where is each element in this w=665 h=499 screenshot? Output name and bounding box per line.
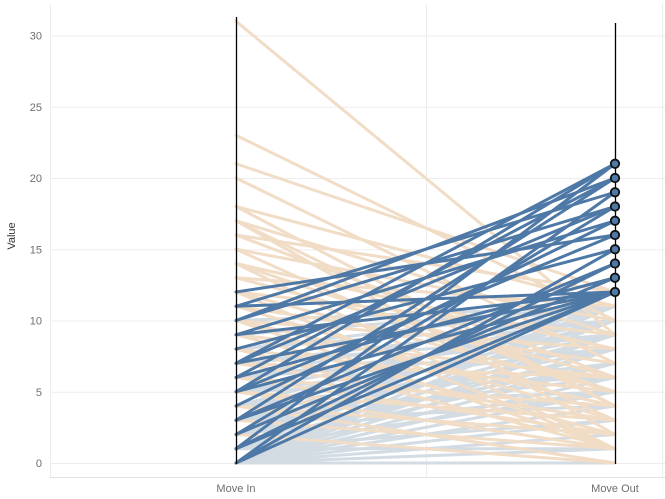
- data-point-marker: [609, 272, 621, 283]
- slope-line-other: [234, 333, 617, 365]
- x-tick-label: Move In: [216, 483, 255, 495]
- slope-line-decreasing: [234, 319, 617, 408]
- y-tick-label: 5: [36, 387, 42, 399]
- slope-line-highlighted: [234, 190, 617, 308]
- grid-layer: [50, 4, 665, 478]
- slope-line-highlighted: [234, 290, 617, 365]
- data-point-marker: [609, 172, 621, 184]
- slope-line-decreasing: [234, 319, 617, 351]
- slope-line-highlighted: [234, 233, 617, 294]
- point-markers: [609, 158, 621, 298]
- data-point-marker: [609, 244, 621, 255]
- slope-line-other: [234, 447, 617, 465]
- slope-line-highlighted: [234, 290, 617, 465]
- y-tick-label: 25: [30, 102, 42, 114]
- slope-line-highlighted: [234, 290, 617, 308]
- y-tick-label: 0: [36, 458, 42, 470]
- data-point-marker: [609, 229, 621, 241]
- y-tick-label: 20: [30, 173, 42, 185]
- y-tick-label: 15: [30, 244, 42, 256]
- slope-line-highlighted: [234, 290, 617, 337]
- data-point-marker: [609, 286, 621, 298]
- slope-line-decreasing: [234, 176, 617, 365]
- x-tick-labels: Move In Move Out: [216, 483, 638, 495]
- slope-line-highlighted: [234, 205, 617, 365]
- category-axes: [235, 17, 617, 464]
- axis-titles: Value: [6, 222, 18, 249]
- data-point-marker: [609, 215, 621, 226]
- slope-line-highlighted: [234, 290, 617, 394]
- data-point-marker: [609, 187, 621, 198]
- slope-line-other: [234, 390, 617, 465]
- y-axis-title: Value: [6, 222, 18, 249]
- slope-line-decreasing: [234, 376, 617, 408]
- slope-line-decreasing: [234, 404, 617, 436]
- data-point-marker: [609, 258, 621, 269]
- x-tick-label: Move Out: [591, 483, 639, 495]
- data-point-marker: [609, 158, 621, 169]
- y-tick-label: 30: [30, 31, 42, 43]
- y-tick-labels: 0 5 10 15 20 25 30: [30, 31, 42, 471]
- slope-line-highlighted: [234, 290, 617, 422]
- slope-line-highlighted: [234, 290, 617, 451]
- series-highlighted: [234, 162, 617, 465]
- slope-line-decreasing: [234, 433, 617, 465]
- y-tick-label: 10: [30, 316, 42, 328]
- slope-line-highlighted: [234, 219, 617, 337]
- slope-line-decreasing: [234, 162, 617, 294]
- data-point-marker: [609, 201, 621, 212]
- slope-line-decreasing: [234, 319, 617, 451]
- slope-line-decreasing: [234, 418, 617, 451]
